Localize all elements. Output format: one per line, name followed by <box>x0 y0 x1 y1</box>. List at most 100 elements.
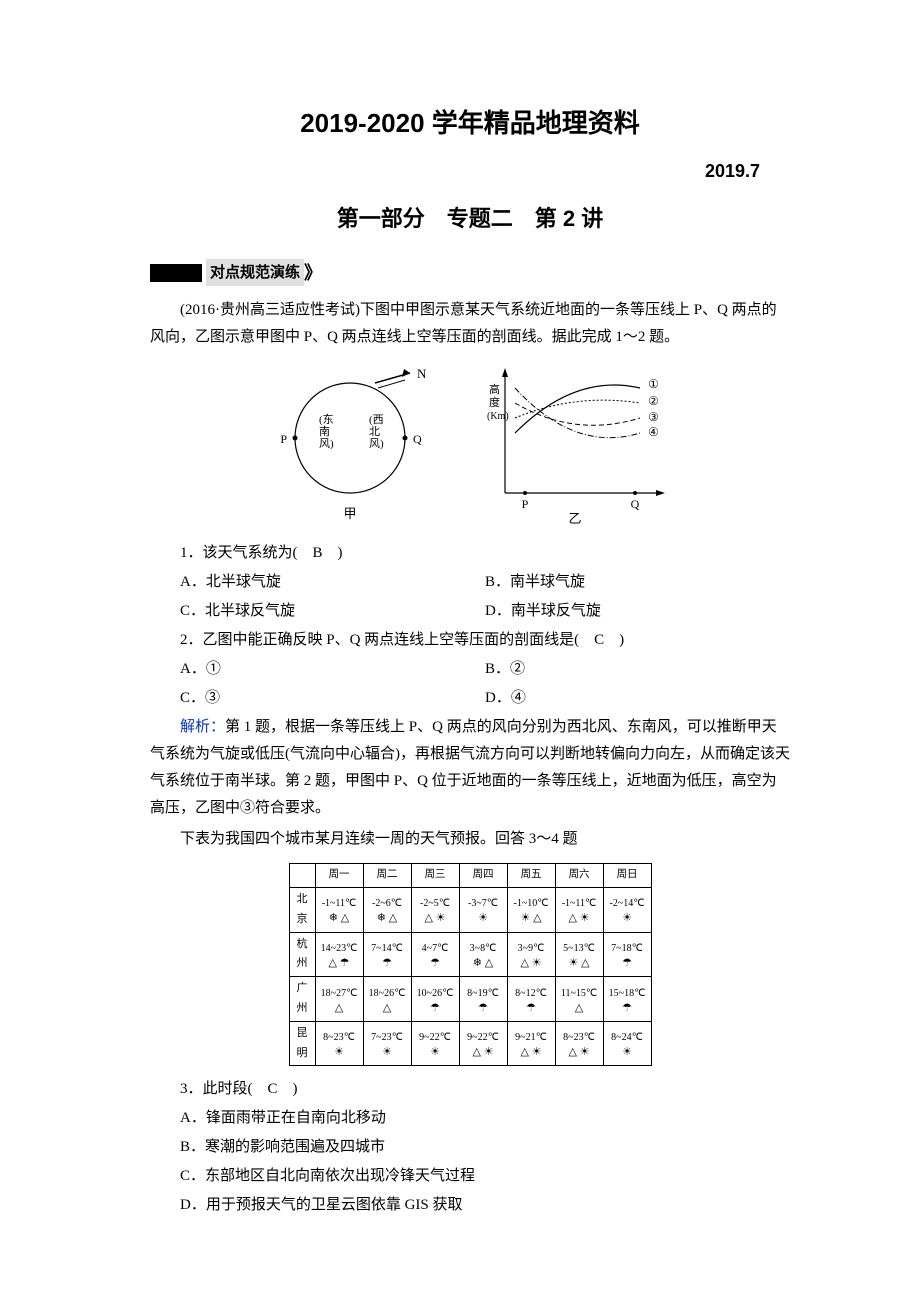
weather-cell: 9~22℃△ ☀ <box>459 1021 507 1066</box>
city-cell: 昆明 <box>289 1021 315 1066</box>
q-wind-1: (西 <box>369 414 384 426</box>
q-wind-3: 风) <box>369 437 384 450</box>
day-header: 周一 <box>315 864 363 888</box>
q3-stem: 3．此时段( C ) <box>150 1076 790 1103</box>
weather-cell: 3~8℃❄ △ <box>459 932 507 977</box>
q3-a: A．锋面雨带正在自南向北移动 <box>180 1105 790 1132</box>
weather-cell: 10~26℃☂ <box>411 977 459 1022</box>
q1-c: C．北半球反气旋 <box>180 598 485 625</box>
line-2: ② <box>648 394 659 408</box>
weather-table: 周一 周二 周三 周四 周五 周六 周日 北京-1~11℃❄ △-2~6℃❄ △… <box>289 863 652 1066</box>
main-title: 2019-2020 学年精品地理资料 <box>150 100 790 147</box>
table-row: 昆明8~23℃☀7~23℃☀9~22℃☀9~22℃△ ☀9~21℃△ ☀8~23… <box>289 1021 651 1066</box>
table-row: 广州18~27℃△18~26℃△10~26℃☂8~19℃☂8~12℃☂11~15… <box>289 977 651 1022</box>
q1-b: B．南半球气旋 <box>485 569 790 596</box>
weather-cell: 8~19℃☂ <box>459 977 507 1022</box>
q1-options: A．北半球气旋 B．南半球气旋 C．北半球反气旋 D．南半球反气旋 <box>180 569 790 627</box>
yi-p: P <box>522 497 529 511</box>
q3-c: C．东部地区自北向南依次出现冷锋天气过程 <box>180 1163 790 1190</box>
weather-cell: 15~18℃☂ <box>603 977 651 1022</box>
label-q: Q <box>413 432 422 446</box>
p-wind-2: 南 <box>319 425 330 438</box>
weather-cell: 8~23℃△ ☀ <box>555 1021 603 1066</box>
q1-a: A．北半球气旋 <box>180 569 485 596</box>
section-header-label: 对点规范演练 <box>206 259 304 286</box>
analysis-text: 第 1 题，根据一条等压线上 P、Q 两点的风向分别为西北风、东南风，可以推断甲… <box>150 719 790 816</box>
diagram-yi: 高 度 (Km) ① ② ③ ④ P Q 乙 <box>475 363 675 528</box>
yaxis-2: 度 <box>489 395 500 409</box>
table-row: 北京-1~11℃❄ △-2~6℃❄ △-2~5℃△ ☀-3~7℃☀-1~10℃☀… <box>289 888 651 933</box>
day-header: 周六 <box>555 864 603 888</box>
city-cell: 杭州 <box>289 932 315 977</box>
p-wind-1: (东 <box>319 413 334 426</box>
day-header: 周五 <box>507 864 555 888</box>
diagram-jia: P Q (东 南 风) (西 北 风) N 甲 <box>265 363 435 528</box>
intro-paragraph: (2016·贵州高三适应性考试)下图中甲图示意某天气系统近地面的一条等压线上 P… <box>150 297 790 351</box>
weather-cell: 7~14℃☂ <box>363 932 411 977</box>
section-header: 对点规范演练 》 <box>150 257 790 289</box>
yaxis-1: 高 <box>489 382 500 396</box>
q2-b: B．② <box>485 656 790 683</box>
section-header-block <box>150 264 202 282</box>
table-row: 杭州14~23℃△ ☂7~14℃☂4~7℃☂3~8℃❄ △3~9℃△ ☀5~13… <box>289 932 651 977</box>
weather-cell: 4~7℃☂ <box>411 932 459 977</box>
weather-cell: 3~9℃△ ☀ <box>507 932 555 977</box>
line-3: ③ <box>648 410 659 424</box>
weather-cell: 9~21℃△ ☀ <box>507 1021 555 1066</box>
jia-label: 甲 <box>343 506 356 521</box>
diagram-row: P Q (东 南 风) (西 北 风) N 甲 高 度 (Km) ① ② ③ ④… <box>150 363 790 528</box>
day-header: 周三 <box>411 864 459 888</box>
q2-stem: 2．乙图中能正确反映 P、Q 两点连线上空等压面的剖面线是( C ) <box>150 627 790 654</box>
weather-cell: -3~7℃☀ <box>459 888 507 933</box>
analysis-1: 解析：第 1 题，根据一条等压线上 P、Q 两点的风向分别为西北风、东南风，可以… <box>150 714 790 822</box>
yaxis-3: (Km) <box>487 411 509 422</box>
weather-cell: -2~14℃☀ <box>603 888 651 933</box>
weather-table-wrap: 周一 周二 周三 周四 周五 周六 周日 北京-1~11℃❄ △-2~6℃❄ △… <box>150 863 790 1066</box>
q2-options: A．① B．② C．③ D．④ <box>180 656 790 714</box>
weather-cell: 8~12℃☂ <box>507 977 555 1022</box>
line-4: ④ <box>648 425 659 439</box>
q2-d: D．④ <box>485 685 790 712</box>
weather-cell: -1~11℃△ ☀ <box>555 888 603 933</box>
table-intro: 下表为我国四个城市某月连续一周的天气预报。回答 3～4 题 <box>150 826 790 853</box>
sub-title: 第一部分 专题二 第 2 讲 <box>150 199 790 239</box>
q3-b: B．寒潮的影响范围遍及四城市 <box>180 1134 790 1161</box>
label-p: P <box>280 432 287 446</box>
weather-cell: 18~26℃△ <box>363 977 411 1022</box>
weather-cell: -1~10℃☀ △ <box>507 888 555 933</box>
q3-options: A．锋面雨带正在自南向北移动 B．寒潮的影响范围遍及四城市 C．东部地区自北向南… <box>150 1105 790 1219</box>
table-corner <box>289 864 315 888</box>
weather-cell: 9~22℃☀ <box>411 1021 459 1066</box>
weather-cell: 5~13℃☀ △ <box>555 932 603 977</box>
weather-cell: 7~23℃☀ <box>363 1021 411 1066</box>
label-n: N <box>417 366 427 381</box>
q2-a: A．① <box>180 656 485 683</box>
line-1: ① <box>648 377 659 391</box>
weather-cell: -2~5℃△ ☀ <box>411 888 459 933</box>
date-label: 2019.7 <box>150 155 790 187</box>
weather-cell: 18~27℃△ <box>315 977 363 1022</box>
yi-q: Q <box>631 497 640 511</box>
analysis-label: 解析： <box>180 719 225 735</box>
weather-cell: 8~24℃☀ <box>603 1021 651 1066</box>
yi-label: 乙 <box>568 511 581 526</box>
q-wind-2: 北 <box>369 425 380 438</box>
weather-cell: -1~11℃❄ △ <box>315 888 363 933</box>
day-header: 周二 <box>363 864 411 888</box>
q1-stem: 1．该天气系统为( B ) <box>150 540 790 567</box>
day-header: 周四 <box>459 864 507 888</box>
day-header: 周日 <box>603 864 651 888</box>
q1-d: D．南半球反气旋 <box>485 598 790 625</box>
weather-cell: -2~6℃❄ △ <box>363 888 411 933</box>
section-header-bracket: 》 <box>304 257 322 289</box>
p-wind-3: 风) <box>319 437 334 450</box>
table-header-row: 周一 周二 周三 周四 周五 周六 周日 <box>289 864 651 888</box>
weather-cell: 8~23℃☀ <box>315 1021 363 1066</box>
city-cell: 广州 <box>289 977 315 1022</box>
weather-cell: 7~18℃☂ <box>603 932 651 977</box>
weather-cell: 14~23℃△ ☂ <box>315 932 363 977</box>
q2-c: C．③ <box>180 685 485 712</box>
q3-d: D．用于预报天气的卫星云图依靠 GIS 获取 <box>180 1192 790 1219</box>
city-cell: 北京 <box>289 888 315 933</box>
weather-cell: 11~15℃△ <box>555 977 603 1022</box>
